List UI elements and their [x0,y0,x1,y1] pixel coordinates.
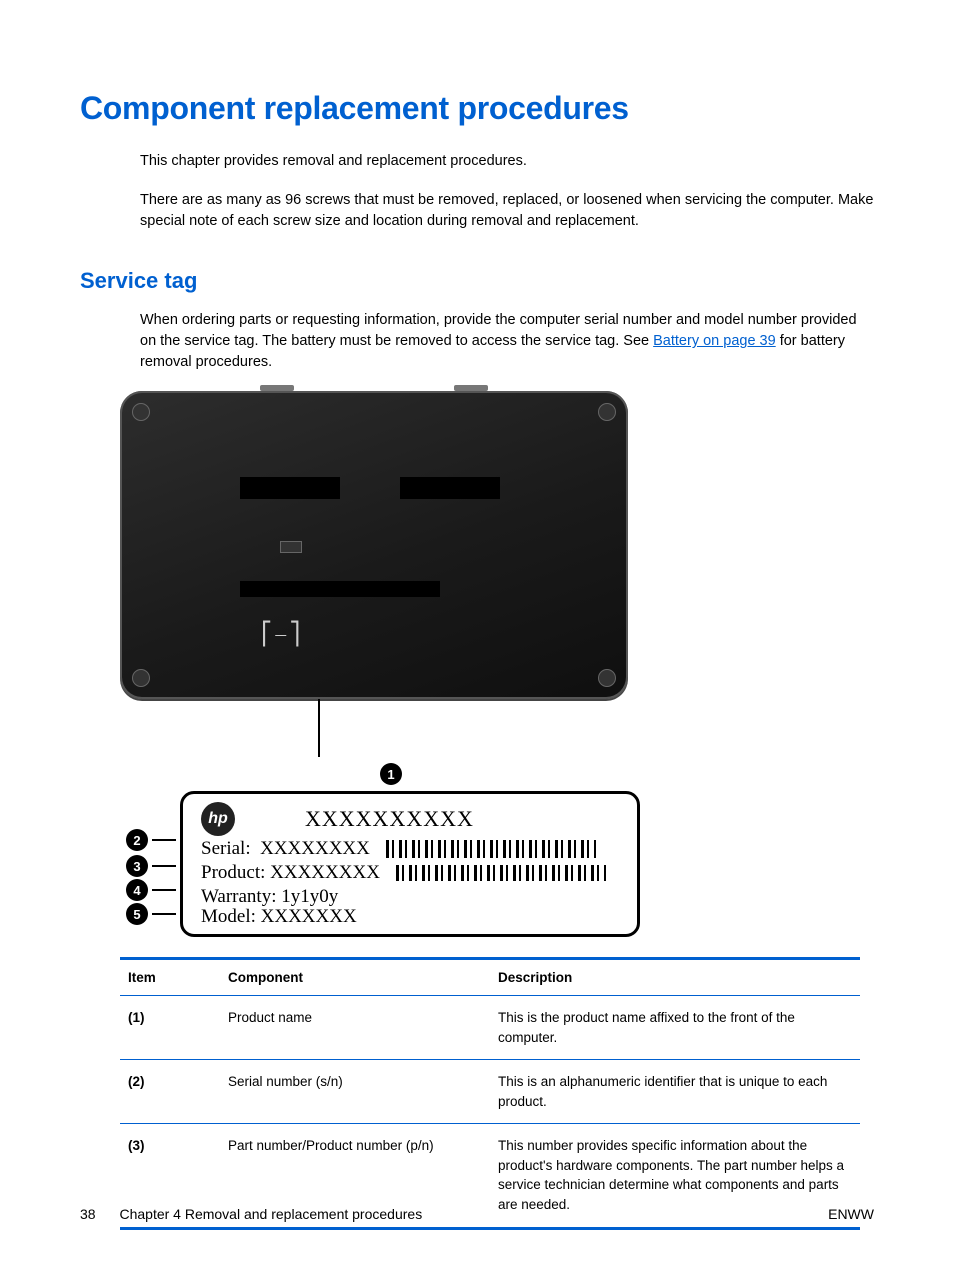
cell-item: (2) [120,1060,220,1124]
warranty-label: Warranty: [201,886,277,907]
callout-4: 4 [126,879,148,901]
left-callouts: 2 3 4 5 [126,829,176,925]
diagram-connector-line [318,699,320,757]
service-tag-paragraph: When ordering parts or requesting inform… [140,310,874,373]
cell-description: This is an alphanumeric identifier that … [490,1060,860,1124]
table-header-item: Item [120,959,220,996]
section-heading-service-tag: Service tag [80,268,874,294]
footer-chapter: Chapter 4 Removal and replacement proced… [119,1206,422,1222]
service-tag-diagram: ⎡⎯⎤ 1 2 3 4 5 hp XXXXXXXXXX Serial: XXXX… [120,391,874,937]
model-label: Model: [201,906,256,927]
serial-value: XXXXXXXX [260,838,370,859]
callout-1: 1 [380,763,402,785]
product-label: Product: [201,862,265,883]
product-barcode [396,865,606,881]
cell-component: Product name [220,996,490,1060]
tag-location-bracket: ⎡⎯⎤ [260,622,304,647]
page-number: 38 [80,1206,96,1222]
page-title: Component replacement procedures [80,90,874,127]
table-header-component: Component [220,959,490,996]
product-value: XXXXXXXX [270,862,380,883]
table-row: (2) Serial number (s/n) This is an alpha… [120,1060,860,1124]
page-footer: 38 Chapter 4 Removal and replacement pro… [80,1206,874,1222]
cell-description: This is the product name affixed to the … [490,996,860,1060]
serial-barcode [386,840,596,858]
table-header-description: Description [490,959,860,996]
table-header-row: Item Component Description [120,959,860,996]
hp-logo-icon: hp [201,802,235,836]
callout-3: 3 [126,855,148,877]
warranty-value: 1y1y0y [281,886,338,907]
cell-component: Serial number (s/n) [220,1060,490,1124]
table-row: (1) Product name This is the product nam… [120,996,860,1060]
footer-lang: ENWW [828,1206,874,1222]
tag-product-name: XXXXXXXXXX [305,806,474,832]
serial-label: Serial: [201,838,251,859]
battery-link[interactable]: Battery on page 39 [653,333,776,349]
intro-paragraph-1: This chapter provides removal and replac… [140,151,874,172]
model-value: XXXXXXX [261,906,357,927]
intro-paragraph-2: There are as many as 96 screws that must… [140,190,874,232]
component-table: Item Component Description (1) Product n… [120,957,860,1230]
callout-2: 2 [126,829,148,851]
cell-item: (1) [120,996,220,1060]
service-tag-label: 2 3 4 5 hp XXXXXXXXXX Serial: XXXXXXXX P… [180,791,874,937]
laptop-bottom-illustration: ⎡⎯⎤ [120,391,628,699]
callout-5: 5 [126,903,148,925]
